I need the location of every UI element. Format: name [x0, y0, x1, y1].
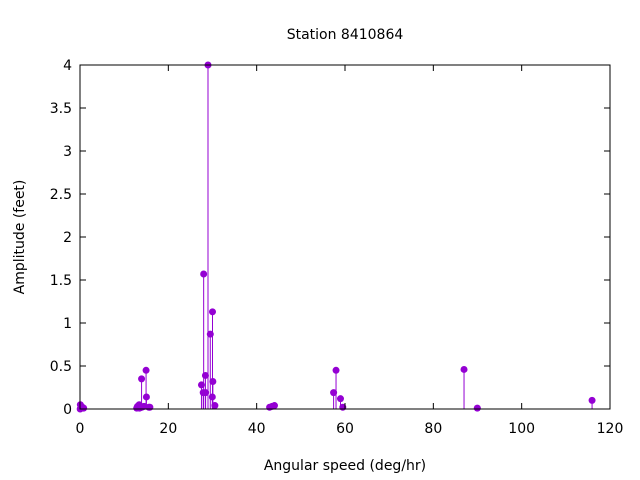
data-point — [209, 308, 216, 316]
data-point — [201, 371, 209, 379]
data-point — [142, 366, 150, 374]
y-tick-label: 2 — [63, 230, 72, 246]
data-point — [473, 404, 481, 412]
data-point — [330, 389, 338, 397]
x-tick-label: 0 — [76, 421, 85, 437]
impulse-marks — [76, 61, 596, 413]
y-tick-label: 1 — [63, 316, 72, 332]
x-tick-label: 40 — [248, 421, 266, 437]
y-tick-label: 2.5 — [50, 187, 72, 203]
data-point — [588, 396, 596, 404]
y-tick-label: 0 — [63, 402, 72, 418]
y-axis-label: Amplitude (feet) — [12, 180, 28, 295]
y-tick-label: 0.5 — [50, 359, 72, 375]
x-axis-label: Angular speed (deg/hr) — [264, 458, 426, 474]
x-tick-label: 80 — [424, 421, 442, 437]
data-point — [142, 393, 150, 401]
plot-frame — [79, 64, 611, 410]
chart-title: Station 8410864 — [287, 27, 404, 43]
x-tick-label: 100 — [508, 421, 535, 437]
data-point — [138, 375, 146, 383]
data-point — [460, 365, 468, 373]
axis-ticks: 0 20 40 60 80 100 120 0 0.5 1 1.5 2 2.5 3 3.5 4 — [50, 58, 624, 437]
data-point — [200, 270, 208, 278]
x-tick-label: 20 — [159, 421, 177, 437]
y-tick-label: 4 — [63, 58, 72, 74]
x-tick-label: 60 — [336, 421, 354, 437]
y-tick-label: 3.5 — [50, 101, 72, 117]
data-point — [202, 389, 210, 397]
data-point — [211, 402, 219, 410]
x-tick-label: 120 — [597, 421, 624, 437]
y-tick-label: 3 — [63, 144, 72, 160]
y-tick-label: 1.5 — [50, 273, 72, 289]
data-point — [270, 402, 278, 410]
data-point — [80, 404, 88, 412]
data-point — [332, 366, 340, 374]
data-point — [146, 403, 154, 411]
data-point — [209, 377, 217, 385]
data-point — [336, 395, 344, 403]
